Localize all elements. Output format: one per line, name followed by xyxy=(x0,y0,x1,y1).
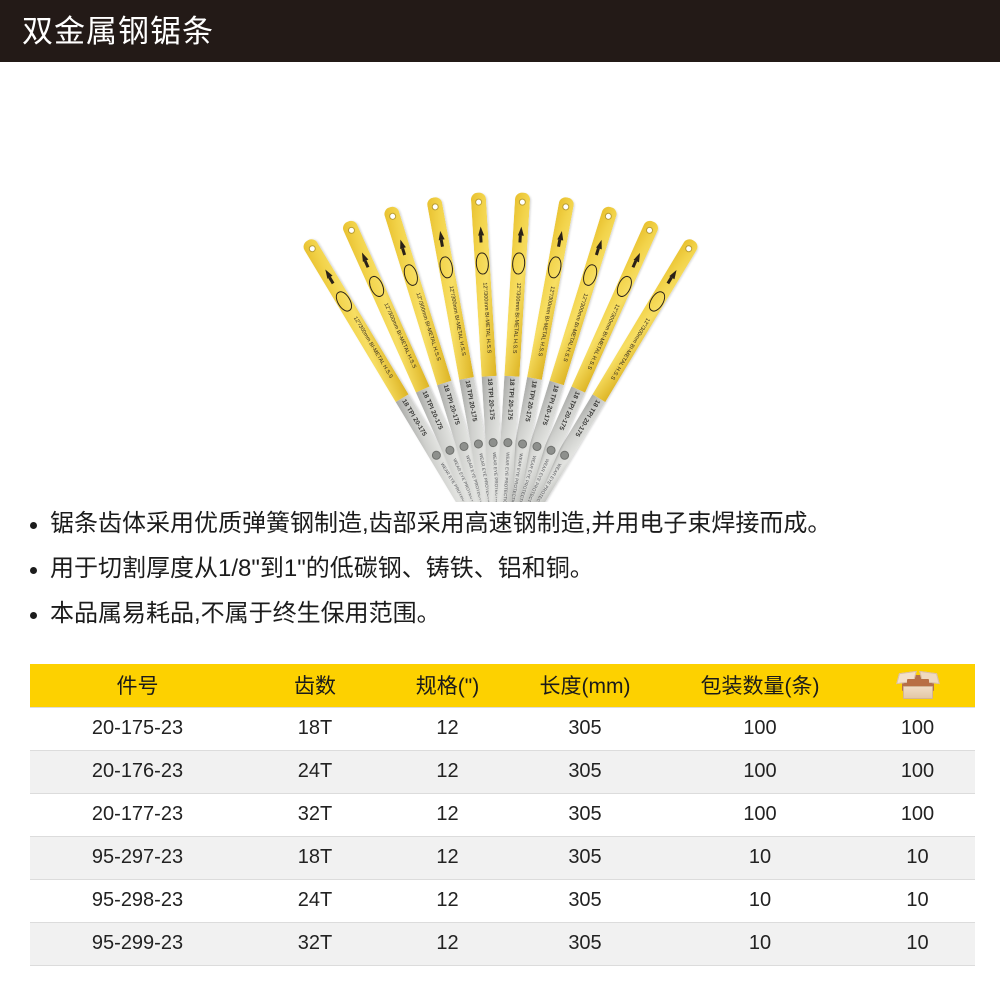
column-header-spec: 规格(") xyxy=(385,664,510,707)
cell-carton-qty: 100 xyxy=(860,706,975,751)
product-image: 12"/300mm BI-METAL H.S.S18 TPI 20-175WEA… xyxy=(0,62,1000,502)
table-row: 20-175-23 18T 12 305 100 100 xyxy=(30,706,975,751)
cell-part-no: 20-177-23 xyxy=(30,792,245,837)
feature-text: 本品属易耗品,不属于终生保用范围。 xyxy=(50,600,441,627)
table-body: 20-175-23 18T 12 305 100 100 20-176-23 24T 12 305… xyxy=(30,706,975,966)
cell-part-no: 20-176-23 xyxy=(30,749,245,794)
column-header-part-no: 件号 xyxy=(30,664,245,707)
column-header-teeth: 齿数 xyxy=(245,664,385,707)
cell-pack-qty: 100 xyxy=(660,749,860,794)
feature-item: 锯条齿体采用优质弹簧钢制造,齿部采用高速钢制造,并用电子束焊接而成。 xyxy=(30,512,980,536)
bullet-dot-icon xyxy=(30,567,37,574)
cell-carton-qty: 10 xyxy=(860,878,975,923)
blade-hole-top xyxy=(431,203,438,210)
cell-carton-qty: 100 xyxy=(860,749,975,794)
cell-pack-qty: 10 xyxy=(660,835,860,880)
cell-length: 305 xyxy=(510,878,660,923)
direction-arrow-icon xyxy=(436,230,444,241)
cell-pack-qty: 100 xyxy=(660,706,860,751)
bullet-dot-icon xyxy=(30,522,37,529)
cell-length: 305 xyxy=(510,921,660,966)
cell-spec: 12 xyxy=(385,878,510,923)
blade-hole-top xyxy=(475,199,481,205)
cell-length: 305 xyxy=(510,706,660,751)
feature-text: 锯条齿体采用优质弹簧钢制造,齿部采用高速钢制造,并用电子束焊接而成。 xyxy=(50,510,832,537)
cell-spec: 12 xyxy=(385,921,510,966)
cell-part-no: 95-297-23 xyxy=(30,835,245,880)
direction-arrow-icon xyxy=(476,226,484,236)
table-row: 20-177-23 32T 12 305 100 100 xyxy=(30,792,975,837)
cell-pack-qty: 10 xyxy=(660,921,860,966)
feature-item: 用于切割厚度从1/8"到1"的低碳钢、铸铁、铝和铜。 xyxy=(30,557,980,581)
cell-part-no: 95-299-23 xyxy=(30,921,245,966)
table-row: 95-299-23 32T 12 305 10 10 xyxy=(30,921,975,966)
table-row: 20-176-23 24T 12 305 100 100 xyxy=(30,749,975,794)
cell-teeth: 18T xyxy=(245,835,385,880)
feature-list: 锯条齿体采用优质弹簧钢制造,齿部采用高速钢制造,并用电子束焊接而成。 用于切割厚度… xyxy=(30,512,980,647)
cell-carton-qty: 10 xyxy=(860,835,975,880)
feature-text: 用于切割厚度从1/8"到1"的低碳钢、铸铁、铝和铜。 xyxy=(50,555,594,582)
cell-length: 305 xyxy=(510,792,660,837)
column-header-carton xyxy=(860,664,975,707)
cell-part-no: 20-175-23 xyxy=(30,706,245,751)
page-title: 双金属钢锯条 xyxy=(22,13,214,49)
table-row: 95-298-23 24T 12 305 10 10 xyxy=(30,878,975,923)
blade-hole-top xyxy=(519,199,525,205)
column-header-length: 长度(mm) xyxy=(510,664,660,707)
cell-teeth: 24T xyxy=(245,878,385,923)
cell-teeth: 24T xyxy=(245,749,385,794)
page-header: 双金属钢锯条 xyxy=(0,0,1000,62)
cell-spec: 12 xyxy=(385,706,510,751)
blade-tpi-label: 18 TPI 20-175 xyxy=(505,378,515,421)
direction-arrow-icon xyxy=(556,230,564,241)
cell-carton-qty: 10 xyxy=(860,921,975,966)
blade-tpi-label: 18 TPI 20-175 xyxy=(485,378,495,421)
cell-spec: 12 xyxy=(385,792,510,837)
cell-teeth: 32T xyxy=(245,792,385,837)
cell-pack-qty: 100 xyxy=(660,792,860,837)
column-header-pack-qty: 包装数量(条) xyxy=(660,664,860,707)
cell-teeth: 32T xyxy=(245,921,385,966)
warning-icon xyxy=(502,437,513,448)
cell-teeth: 18T xyxy=(245,706,385,751)
direction-arrow-icon xyxy=(516,226,524,236)
cell-pack-qty: 10 xyxy=(660,878,860,923)
table-row: 95-297-23 18T 12 305 10 10 xyxy=(30,835,975,880)
blade-hole-top xyxy=(562,203,569,210)
cell-length: 305 xyxy=(510,835,660,880)
cell-spec: 12 xyxy=(385,749,510,794)
specification-table: 件号 齿数 规格(") 长度(mm) 包装数量(条) 20-175-23 18T 1… xyxy=(30,664,975,966)
cell-length: 305 xyxy=(510,749,660,794)
cell-part-no: 95-298-23 xyxy=(30,878,245,923)
cell-spec: 12 xyxy=(385,835,510,880)
carton-box-icon xyxy=(895,670,940,699)
feature-item: 本品属易耗品,不属于终生保用范围。 xyxy=(30,602,980,626)
table-header-row: 件号 齿数 规格(") 长度(mm) 包装数量(条) xyxy=(30,664,975,707)
warning-icon xyxy=(487,437,498,448)
hacksaw-blade-fan: 12"/300mm BI-METAL H.S.S18 TPI 20-175WEA… xyxy=(0,62,1000,502)
cell-carton-qty: 100 xyxy=(860,792,975,837)
bullet-dot-icon xyxy=(30,612,37,619)
